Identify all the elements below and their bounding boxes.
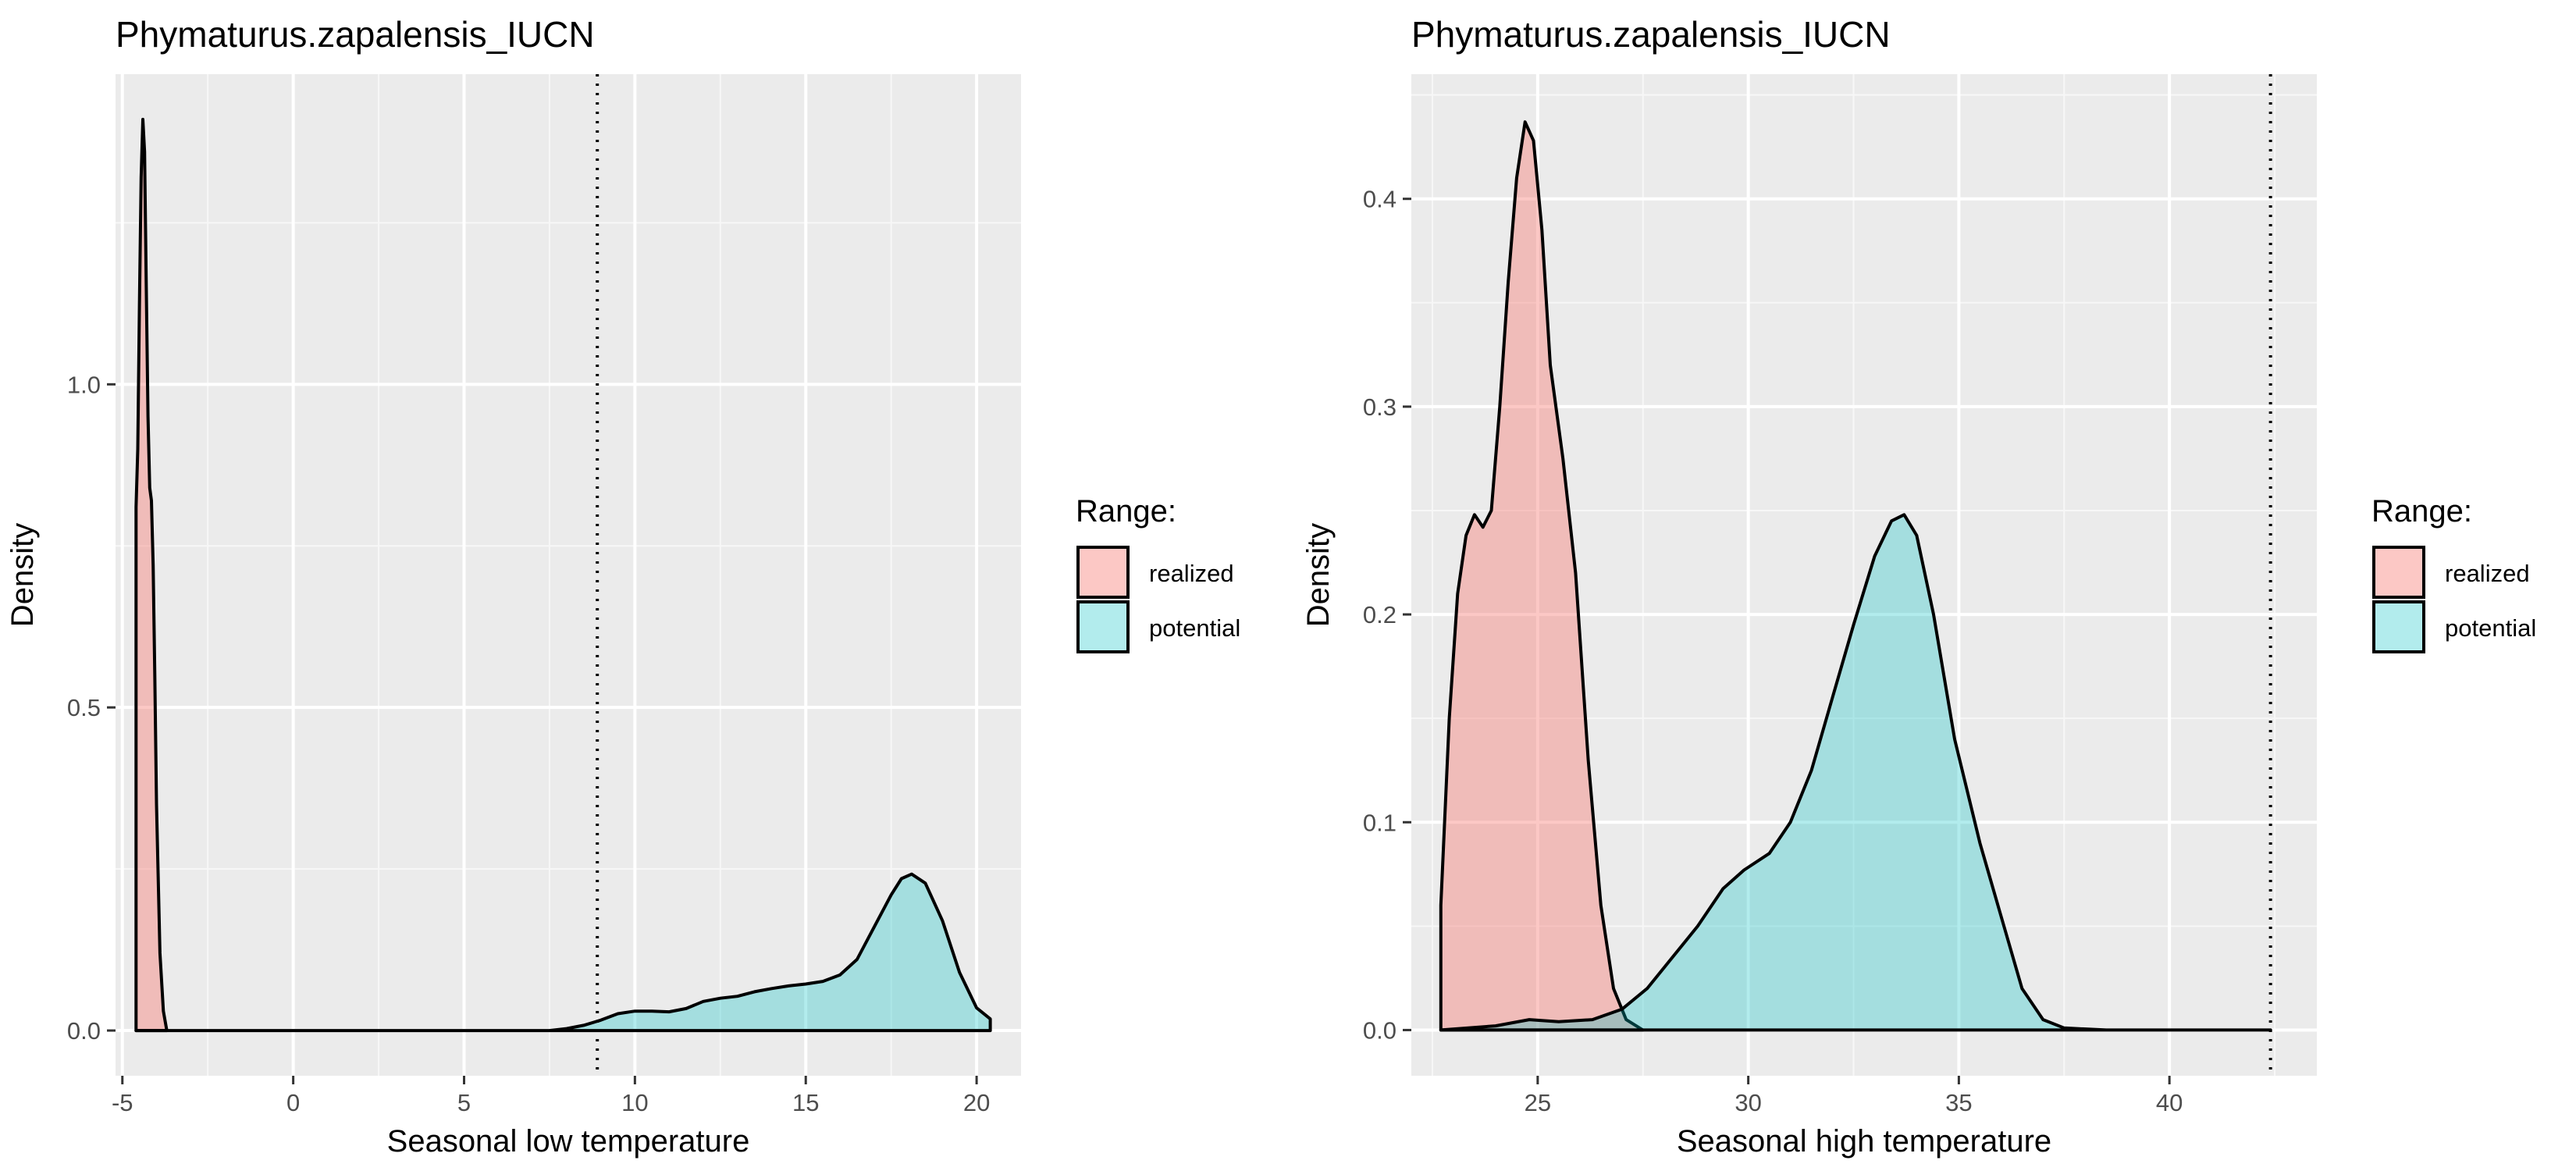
y-tick-label: 1.0 (67, 371, 101, 398)
right-density-chart: 25 30 35 40 0.0 0.1 0.2 0.3 0.4 Phymaturus.zapale… (1301, 14, 2536, 1159)
legend-title: Range: (1076, 494, 1176, 529)
x-tick-label: -5 (112, 1089, 133, 1116)
x-tick-label: 15 (792, 1089, 819, 1116)
x-tick-label: 25 (1525, 1089, 1551, 1116)
legend-label-potential: potential (2445, 614, 2536, 642)
x-tick-label: 20 (963, 1089, 990, 1116)
y-tick-label: 0.3 (1363, 393, 1397, 421)
density-area-realized (1439, 120, 1645, 1032)
density-area-potential (134, 872, 992, 1033)
x-tick-label: 30 (1735, 1089, 1761, 1116)
plot-panel (1411, 74, 2317, 1076)
legend-key-potential (1076, 600, 1130, 653)
legend-title: Range: (2371, 494, 2472, 529)
x-axis-title: Seasonal high temperature (1677, 1124, 2051, 1159)
legend: Range: realized potential (1076, 494, 1240, 653)
density-area-realized (134, 117, 169, 1033)
y-tick-label: 0.1 (1363, 809, 1397, 836)
legend-label-realized: realized (2445, 560, 2530, 587)
y-axis-title: Density (5, 523, 40, 627)
left-density-chart: -5 0 5 10 15 20 0.0 0.5 1.0 Phymaturus.zapalensis… (5, 14, 1240, 1159)
y-tick-label: 0.5 (67, 694, 101, 721)
chart-title: Phymaturus.zapalensis_IUCN (1411, 14, 1891, 55)
y-tick-label: 0.2 (1363, 601, 1397, 628)
legend-key-realized (2372, 546, 2425, 599)
legend-key-realized (1076, 546, 1130, 599)
legend-label-realized: realized (1149, 560, 1234, 587)
y-tick-label: 0.4 (1363, 186, 1397, 213)
legend: Range: realized potential (2371, 494, 2536, 653)
x-tick-label: 5 (457, 1089, 471, 1116)
x-axis-title: Seasonal low temperature (387, 1124, 750, 1159)
plot-panel (116, 74, 1021, 1076)
legend-key-potential (2372, 600, 2425, 653)
legend-label-potential: potential (1149, 614, 1240, 642)
chart-title: Phymaturus.zapalensis_IUCN (116, 14, 595, 55)
y-tick-label: 0.0 (67, 1017, 101, 1045)
density-area-potential (1439, 513, 2272, 1032)
y-tick-label: 0.0 (1363, 1016, 1397, 1044)
x-tick-label: 0 (286, 1089, 300, 1116)
y-axis-title: Density (1301, 523, 1336, 627)
x-tick-label: 40 (2156, 1089, 2183, 1116)
x-tick-label: 10 (621, 1089, 648, 1116)
x-tick-label: 35 (1945, 1089, 1972, 1116)
